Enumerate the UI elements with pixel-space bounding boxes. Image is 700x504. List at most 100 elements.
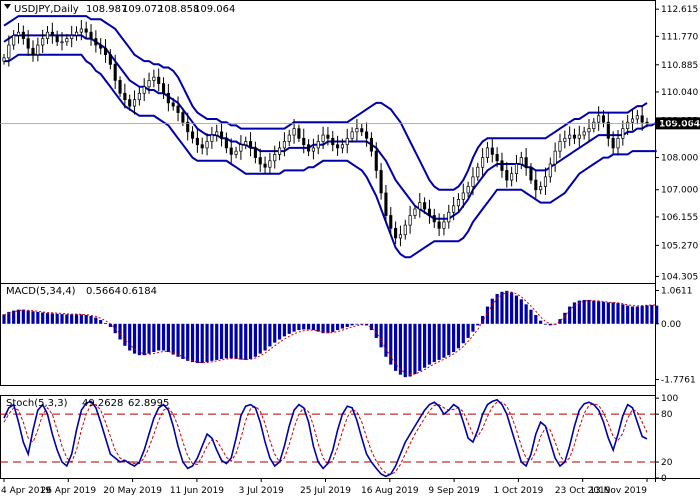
- macd-histogram-bar: [205, 323, 209, 363]
- macd-histogram-bar: [471, 323, 475, 332]
- macd-histogram-bar: [147, 323, 151, 354]
- candle-body: [142, 86, 146, 94]
- candle-body: [456, 199, 461, 207]
- candle-body: [74, 31, 79, 36]
- candle-body: [481, 157, 485, 168]
- macd-histogram-bar: [297, 323, 301, 331]
- macd-histogram-bar: [21, 309, 25, 324]
- candle-body: [539, 186, 543, 191]
- macd-histogram-bar: [577, 300, 581, 324]
- candle-body: [345, 137, 349, 146]
- macd-histogram-bar: [128, 323, 132, 351]
- macd-histogram-bar: [442, 323, 446, 358]
- price-tick-label: 106.155: [661, 213, 698, 223]
- macd-histogram-bar: [384, 323, 388, 357]
- macd-histogram-bar: [650, 304, 654, 324]
- candle-body: [418, 202, 422, 210]
- macd-histogram-bar: [374, 323, 378, 338]
- macd-histogram-bar: [621, 304, 625, 324]
- candle-body: [157, 76, 161, 84]
- macd-histogram-bar: [447, 323, 451, 356]
- stoch-tick-label: 100: [661, 394, 678, 404]
- candle-body: [490, 147, 494, 155]
- stoch-tick-label: 80: [661, 410, 673, 420]
- macd-histogram-bar: [534, 315, 538, 324]
- time-tick-label: 20 May 2019: [103, 486, 162, 496]
- macd-histogram-bar: [645, 305, 649, 324]
- candle-body: [413, 208, 417, 216]
- candle-body: [210, 134, 214, 142]
- candle-body: [205, 141, 209, 149]
- macd-histogram-bar: [321, 323, 325, 334]
- candle-body: [147, 80, 151, 88]
- candle-body: [45, 31, 50, 39]
- macd-histogram-bar: [640, 305, 644, 324]
- macd-histogram-bar: [655, 305, 659, 324]
- macd-histogram-bar: [248, 323, 253, 359]
- macd-histogram-bar: [452, 323, 456, 353]
- macd-histogram-bar: [157, 323, 161, 351]
- candle-body: [374, 150, 378, 171]
- candle-body: [606, 121, 610, 139]
- stoch-tick-label: 20: [661, 458, 673, 468]
- candle-body: [369, 137, 373, 152]
- candle-body: [350, 131, 354, 139]
- axes: 112.615 111.770 110.885 110.040 109.155 108.0…: [1, 4, 698, 496]
- macd-histogram-bar: [500, 291, 504, 324]
- macd-histogram-bar: [403, 323, 407, 378]
- candle-body: [7, 44, 11, 59]
- price-tick-label: 110.040: [661, 88, 698, 98]
- macd-histogram-bar: [36, 311, 40, 324]
- macd-histogram-bar: [572, 302, 577, 324]
- macd-histogram-bar: [152, 323, 156, 353]
- candle-body: [331, 137, 335, 146]
- bollinger-middle-line: [3, 34, 658, 220]
- candle-body: [485, 147, 490, 158]
- candle-body: [253, 147, 257, 158]
- candle-body: [239, 144, 243, 152]
- macd-histogram-bar: [239, 323, 243, 360]
- macd-histogram-bar: [505, 290, 509, 324]
- ohlc-close: 109.064: [194, 4, 235, 15]
- panel-frame-3: [0, 395, 656, 479]
- candle-body: [398, 234, 402, 239]
- candle-body: [181, 112, 185, 123]
- candle-body: [190, 131, 195, 139]
- candle-body: [611, 137, 615, 149]
- macd-histogram-bar: [466, 323, 470, 338]
- current-price-label: 109.064: [659, 119, 700, 129]
- macd-histogram-bar: [12, 310, 16, 324]
- macd-histogram-bar: [50, 313, 54, 324]
- candle-body: [452, 205, 456, 213]
- macd-histogram-bar: [495, 293, 499, 324]
- candle-body: [220, 131, 224, 139]
- panel-frame-2: [0, 283, 656, 386]
- candle-body: [432, 215, 436, 223]
- candle-body: [355, 128, 359, 133]
- candle-body: [340, 144, 344, 149]
- candle-body: [65, 38, 69, 43]
- macd-histogram-bar: [394, 323, 398, 371]
- macd-histogram-bar: [99, 320, 103, 324]
- candle-body: [543, 176, 548, 187]
- macd-histogram-bar: [31, 311, 35, 324]
- macd-histogram-bar: [582, 299, 586, 324]
- macd-signal-line: [3, 291, 657, 376]
- candle-body: [621, 128, 625, 139]
- candle-body: [79, 28, 83, 33]
- macd-histogram-bar: [331, 323, 335, 332]
- candle-body: [630, 118, 635, 123]
- candle-body: [519, 157, 523, 165]
- candle-body: [302, 137, 306, 146]
- macd-histogram-bar: [258, 323, 262, 354]
- macd-histogram-bar: [616, 303, 620, 324]
- macd-histogram-bar: [94, 317, 98, 324]
- macd-histogram-bar: [592, 300, 596, 324]
- candle-body: [640, 115, 644, 123]
- macd-histogram-bar: [350, 323, 354, 326]
- macd-histogram-bar: [432, 323, 436, 363]
- macd-histogram-bar: [7, 311, 11, 324]
- candle-body: [626, 121, 630, 129]
- candle-body: [582, 131, 586, 136]
- macd-histogram-bar: [476, 323, 480, 326]
